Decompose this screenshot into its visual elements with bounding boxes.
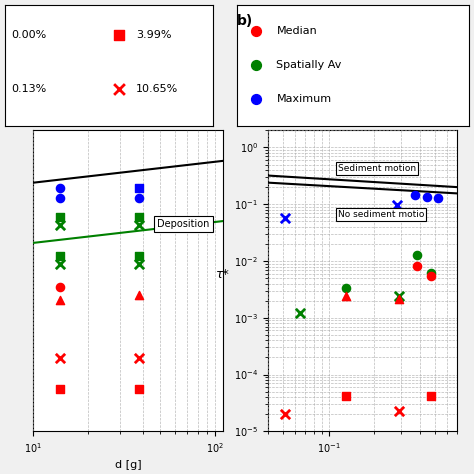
Point: [56, 386, 64, 393]
Point: [282, 214, 289, 221]
Point: [56, 213, 64, 220]
Text: Deposition: Deposition: [157, 219, 210, 229]
Point: [395, 296, 403, 303]
Point: [56, 195, 64, 202]
Point: [342, 392, 350, 400]
Point: [135, 184, 143, 191]
X-axis label: d [g]: d [g]: [115, 460, 141, 470]
Text: b): b): [237, 14, 253, 28]
Text: Spatially Av: Spatially Av: [276, 60, 342, 70]
Point: [395, 292, 403, 300]
Point: [411, 191, 419, 199]
Text: No sediment motio: No sediment motio: [338, 210, 424, 219]
Point: [252, 95, 259, 103]
Point: [413, 262, 421, 270]
Point: [427, 272, 435, 280]
Point: [282, 410, 289, 418]
Text: 10.65%: 10.65%: [136, 84, 178, 94]
Point: [342, 284, 350, 292]
Point: [395, 407, 403, 415]
Point: [56, 221, 64, 228]
Point: [56, 260, 64, 268]
Point: [135, 386, 143, 393]
Point: [116, 85, 123, 93]
Point: [427, 392, 435, 400]
Text: 0.00%: 0.00%: [11, 30, 46, 40]
Point: [56, 354, 64, 362]
Point: [56, 283, 64, 291]
Text: Median: Median: [276, 27, 317, 36]
Point: [135, 292, 143, 299]
Point: [135, 252, 143, 260]
Point: [339, 210, 347, 218]
Point: [434, 194, 441, 202]
Point: [427, 269, 435, 277]
Point: [296, 310, 304, 317]
Point: [252, 62, 259, 69]
Point: [252, 27, 259, 35]
Point: [135, 221, 143, 228]
Text: Maximum: Maximum: [276, 94, 332, 104]
Text: 3.99%: 3.99%: [136, 30, 172, 40]
Point: [135, 213, 143, 220]
Point: [342, 292, 350, 300]
Point: [56, 252, 64, 260]
Point: [423, 193, 430, 201]
Point: [56, 184, 64, 191]
Point: [56, 297, 64, 304]
Point: [135, 195, 143, 202]
Text: Sediment motion: Sediment motion: [338, 164, 416, 173]
Point: [413, 251, 421, 258]
Point: [135, 354, 143, 362]
Point: [393, 201, 401, 209]
Text: 0.13%: 0.13%: [11, 84, 46, 94]
Y-axis label: τ*: τ*: [216, 268, 229, 281]
Point: [135, 260, 143, 268]
Point: [116, 31, 123, 39]
